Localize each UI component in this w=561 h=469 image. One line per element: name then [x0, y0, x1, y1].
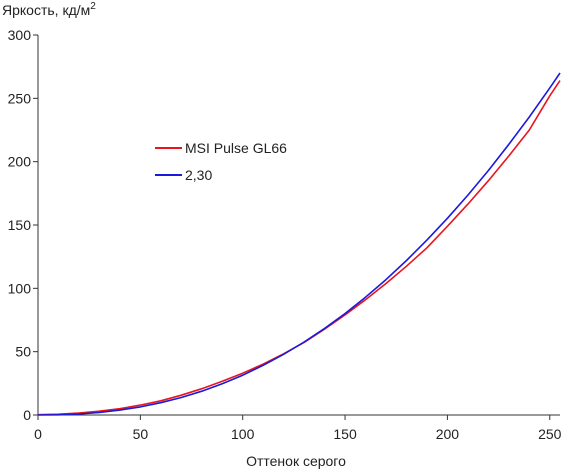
- x-tick-label: 0: [34, 426, 42, 442]
- legend-label: 2,30: [185, 167, 212, 183]
- series-layer: [37, 72, 561, 416]
- y-tick-label: 250: [8, 90, 32, 106]
- y-tick-label: 300: [8, 27, 32, 43]
- x-tick-label: 250: [538, 426, 561, 442]
- y-axis-title: Яркость, кд/м2: [2, 1, 96, 18]
- x-tick-label: 200: [436, 426, 460, 442]
- legend-label: MSI Pulse GL66: [185, 140, 287, 156]
- y-tick-label: 0: [23, 407, 31, 423]
- x-axis-title: Оттенок серого: [246, 453, 346, 469]
- y-tick-label: 200: [8, 154, 32, 170]
- axes: 0 50 100 150 200 250 300 0 50 100 150 200 250: [8, 27, 561, 442]
- series-line-1: [37, 80, 561, 416]
- legend: MSI Pulse GL66 2,30: [155, 140, 287, 183]
- series-line-2: [37, 72, 561, 416]
- y-tick-label: 150: [8, 217, 32, 233]
- y-axis-title-superscript: 2: [90, 1, 96, 12]
- y-tick-label: 50: [15, 344, 31, 360]
- y-tick-label: 100: [8, 280, 32, 296]
- x-tick-label: 50: [133, 426, 149, 442]
- x-tick-label: 100: [231, 426, 255, 442]
- x-tick-label: 150: [333, 426, 357, 442]
